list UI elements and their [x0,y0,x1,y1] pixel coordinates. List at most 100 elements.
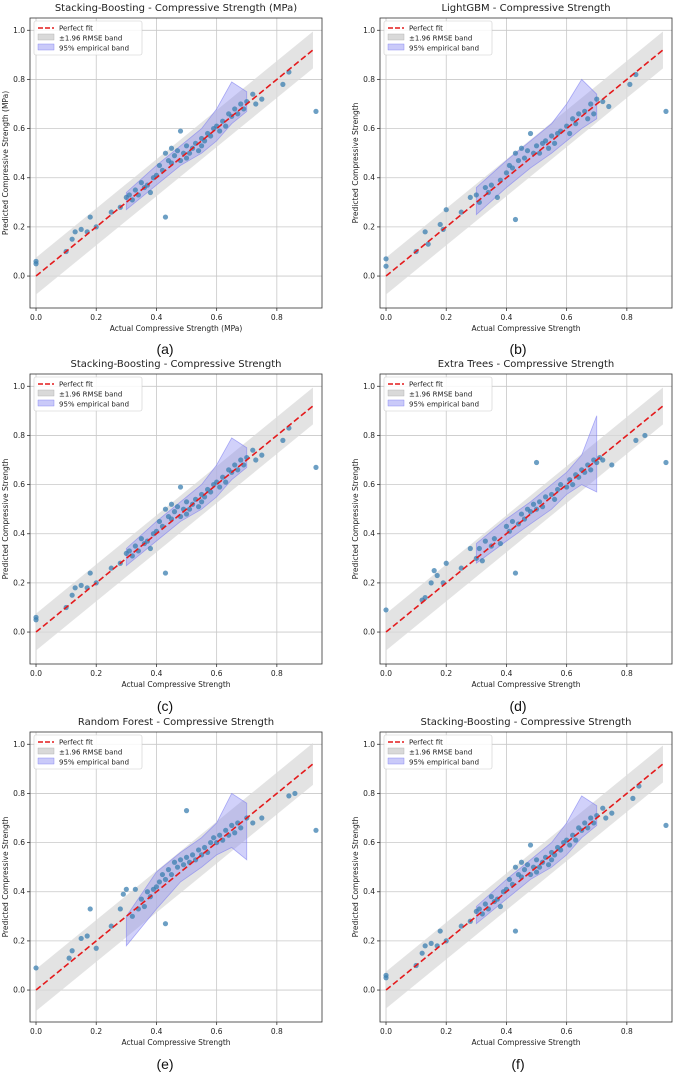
chart-panel-a: Stacking-Boosting - Compressive Strength… [0,0,340,340]
data-point [156,879,163,885]
plot-content [33,31,319,295]
legend-box [383,734,493,770]
y-axis-label: Predicted Compressive Strength [1,816,10,937]
data-point [600,98,606,105]
y-tick-label: 0.2 [363,936,375,945]
data-point [235,467,241,473]
data-point [259,452,265,458]
data-point [527,509,534,515]
caption-d: (d) [509,698,527,714]
legend-perfect-fit-label: Perfect fit [409,739,443,747]
data-point [162,506,169,512]
rmse-band [36,743,313,1011]
data-point [458,923,464,929]
data-point [147,189,154,196]
legend-perfect-fit-label: Perfect fit [409,381,443,389]
data-point [220,474,226,480]
data-point [558,481,564,488]
legend-rmse-band-label: ±1.96 RMSE band [409,391,472,399]
plot-content [33,743,319,1011]
y-tick-label: 1.0 [13,382,25,391]
data-point [108,209,114,215]
data-point [108,565,114,571]
y-tick-label: 1.0 [363,26,375,35]
data-point [171,153,178,159]
x-tick-label: 0.8 [621,1027,633,1036]
data-point [467,194,473,201]
data-point [536,499,543,505]
x-tick-label: 0.8 [621,313,633,322]
data-point [548,133,555,139]
legend-rmse-band-swatch [37,747,55,755]
data-point [482,901,488,907]
x-tick-label: 0.0 [30,1027,42,1036]
legend-rmse-band-swatch [387,33,405,41]
legend-box [33,376,143,412]
plot-frame [29,17,323,309]
plot-frame [379,373,673,665]
data-point [201,138,208,144]
caption-b: (b) [509,341,527,357]
data-point [162,876,169,883]
data-point [588,101,594,107]
data-point [78,582,84,588]
y-tick-label: 0.4 [13,887,25,896]
data-point [582,108,588,114]
data-point [174,148,181,154]
perfect-fit-line [35,49,314,277]
data-point [180,862,187,868]
x-tick-label: 0.8 [271,1027,283,1036]
data-point [162,921,169,927]
y-tick-label: 0.0 [13,272,25,281]
data-point [208,133,214,139]
data-point [250,91,256,97]
data-point [141,903,147,910]
x-tick-label: 0.6 [561,313,573,322]
data-point [482,538,488,544]
data-point [162,570,169,576]
x-axis-label: Actual Compressive Strength [121,680,230,689]
data-point [576,111,582,117]
data-point [159,871,166,878]
data-point [78,935,84,942]
y-tick-label: 0.6 [13,480,25,489]
legend-rmse-band-swatch [387,389,405,397]
empirical-band [125,792,248,947]
x-tick-label: 0.4 [500,313,512,322]
data-point [123,886,129,892]
data-point [515,157,522,164]
chart-title: Stacking-Boosting - Compressive Strength… [55,3,297,14]
data-point [211,835,217,841]
legend-rmse-band-swatch [387,747,405,755]
data-point [69,948,75,954]
data-point [506,876,513,883]
data-point [33,261,39,267]
y-tick-label: 0.6 [363,480,375,489]
data-point [144,889,151,895]
data-point [117,906,123,912]
y-tick-label: 0.4 [363,887,375,896]
plot-frame [379,731,673,1023]
y-tick-label: 0.2 [13,222,25,231]
plot-content [383,387,669,651]
x-tick-label: 0.6 [561,669,573,678]
data-point [87,906,93,912]
data-point [591,111,597,117]
data-point [482,184,488,191]
data-point [232,462,238,468]
chart-panel-b: LightGBM - Compressive Strength 0.0 0.2 0.4… [350,0,685,340]
data-point [138,536,144,542]
data-point [250,447,256,453]
data-point [536,150,543,156]
chart-panel-f: Stacking-Boosting - Compressive Strength… [350,714,685,1054]
y-axis-label: Predicted Compressive Strength [351,458,360,579]
x-tick-label: 0.0 [380,669,392,678]
data-point [545,862,552,868]
data-point [126,192,132,198]
data-point [238,457,244,463]
data-point [527,842,534,848]
data-point [129,913,135,919]
data-point [153,884,160,890]
data-point [174,864,181,870]
data-point [488,894,494,900]
